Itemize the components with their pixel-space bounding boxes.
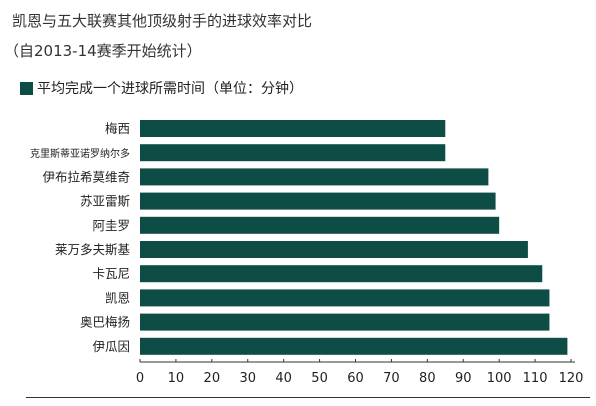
category-label: 梅西 — [105, 121, 130, 136]
x-tick-label: 120 — [559, 371, 584, 386]
x-tick-label: 60 — [347, 371, 364, 386]
bar — [140, 216, 500, 234]
x-tick-label: 40 — [275, 371, 292, 386]
category-labels: 梅西克里斯蒂亚诺罗纳尔多伊布拉希莫维奇苏亚雷斯阿圭罗莱万多夫斯基卡瓦尼凯恩奥巴梅… — [30, 121, 130, 354]
bar — [140, 120, 446, 137]
category-label: 卡瓦尼 — [92, 266, 130, 281]
x-tick-label: 0 — [136, 371, 144, 386]
category-label: 阿圭罗 — [92, 218, 130, 233]
category-label: 苏亚雷斯 — [80, 194, 130, 209]
legend: 平均完成一个进球所需时间（单位：分钟） — [20, 78, 303, 98]
category-label: 伊布拉希莫维奇 — [42, 169, 130, 184]
chart-title: 凯恩与五大联赛其他顶级射手的进球效率对比 — [12, 12, 313, 30]
x-tick-label: 50 — [311, 371, 328, 386]
bar — [140, 241, 528, 258]
bar — [140, 289, 550, 307]
x-tick-label: 10 — [168, 371, 185, 386]
category-label: 凯恩 — [105, 290, 130, 305]
x-tick-label: 90 — [455, 371, 472, 386]
bottom-rule — [26, 397, 590, 398]
chart-subtitle: （自2013-14赛季开始统计） — [4, 42, 202, 60]
bar — [140, 192, 496, 210]
x-tick-label: 100 — [487, 371, 512, 386]
legend-swatch — [20, 81, 33, 95]
category-label: 伊瓜因 — [92, 339, 130, 354]
bar — [140, 168, 489, 186]
bar — [140, 337, 568, 355]
bar — [140, 313, 550, 331]
x-tick-label: 80 — [419, 371, 436, 386]
x-tick-label: 110 — [523, 371, 548, 386]
x-axis-ticks: 0 10 20 30 40 50 60 70 80 90 100 110 120 — [136, 359, 584, 386]
bar — [140, 265, 543, 283]
x-tick-label: 30 — [239, 371, 256, 386]
category-label: 克里斯蒂亚诺罗纳尔多 — [30, 147, 130, 160]
legend-label: 平均完成一个进球所需时间（单位：分钟） — [37, 81, 303, 97]
bar — [140, 144, 446, 162]
category-label: 奥巴梅扬 — [80, 315, 130, 330]
x-tick-label: 70 — [383, 371, 400, 386]
x-tick-label: 20 — [204, 371, 221, 386]
bars-group — [140, 120, 568, 355]
category-label: 莱万多夫斯基 — [55, 242, 131, 257]
